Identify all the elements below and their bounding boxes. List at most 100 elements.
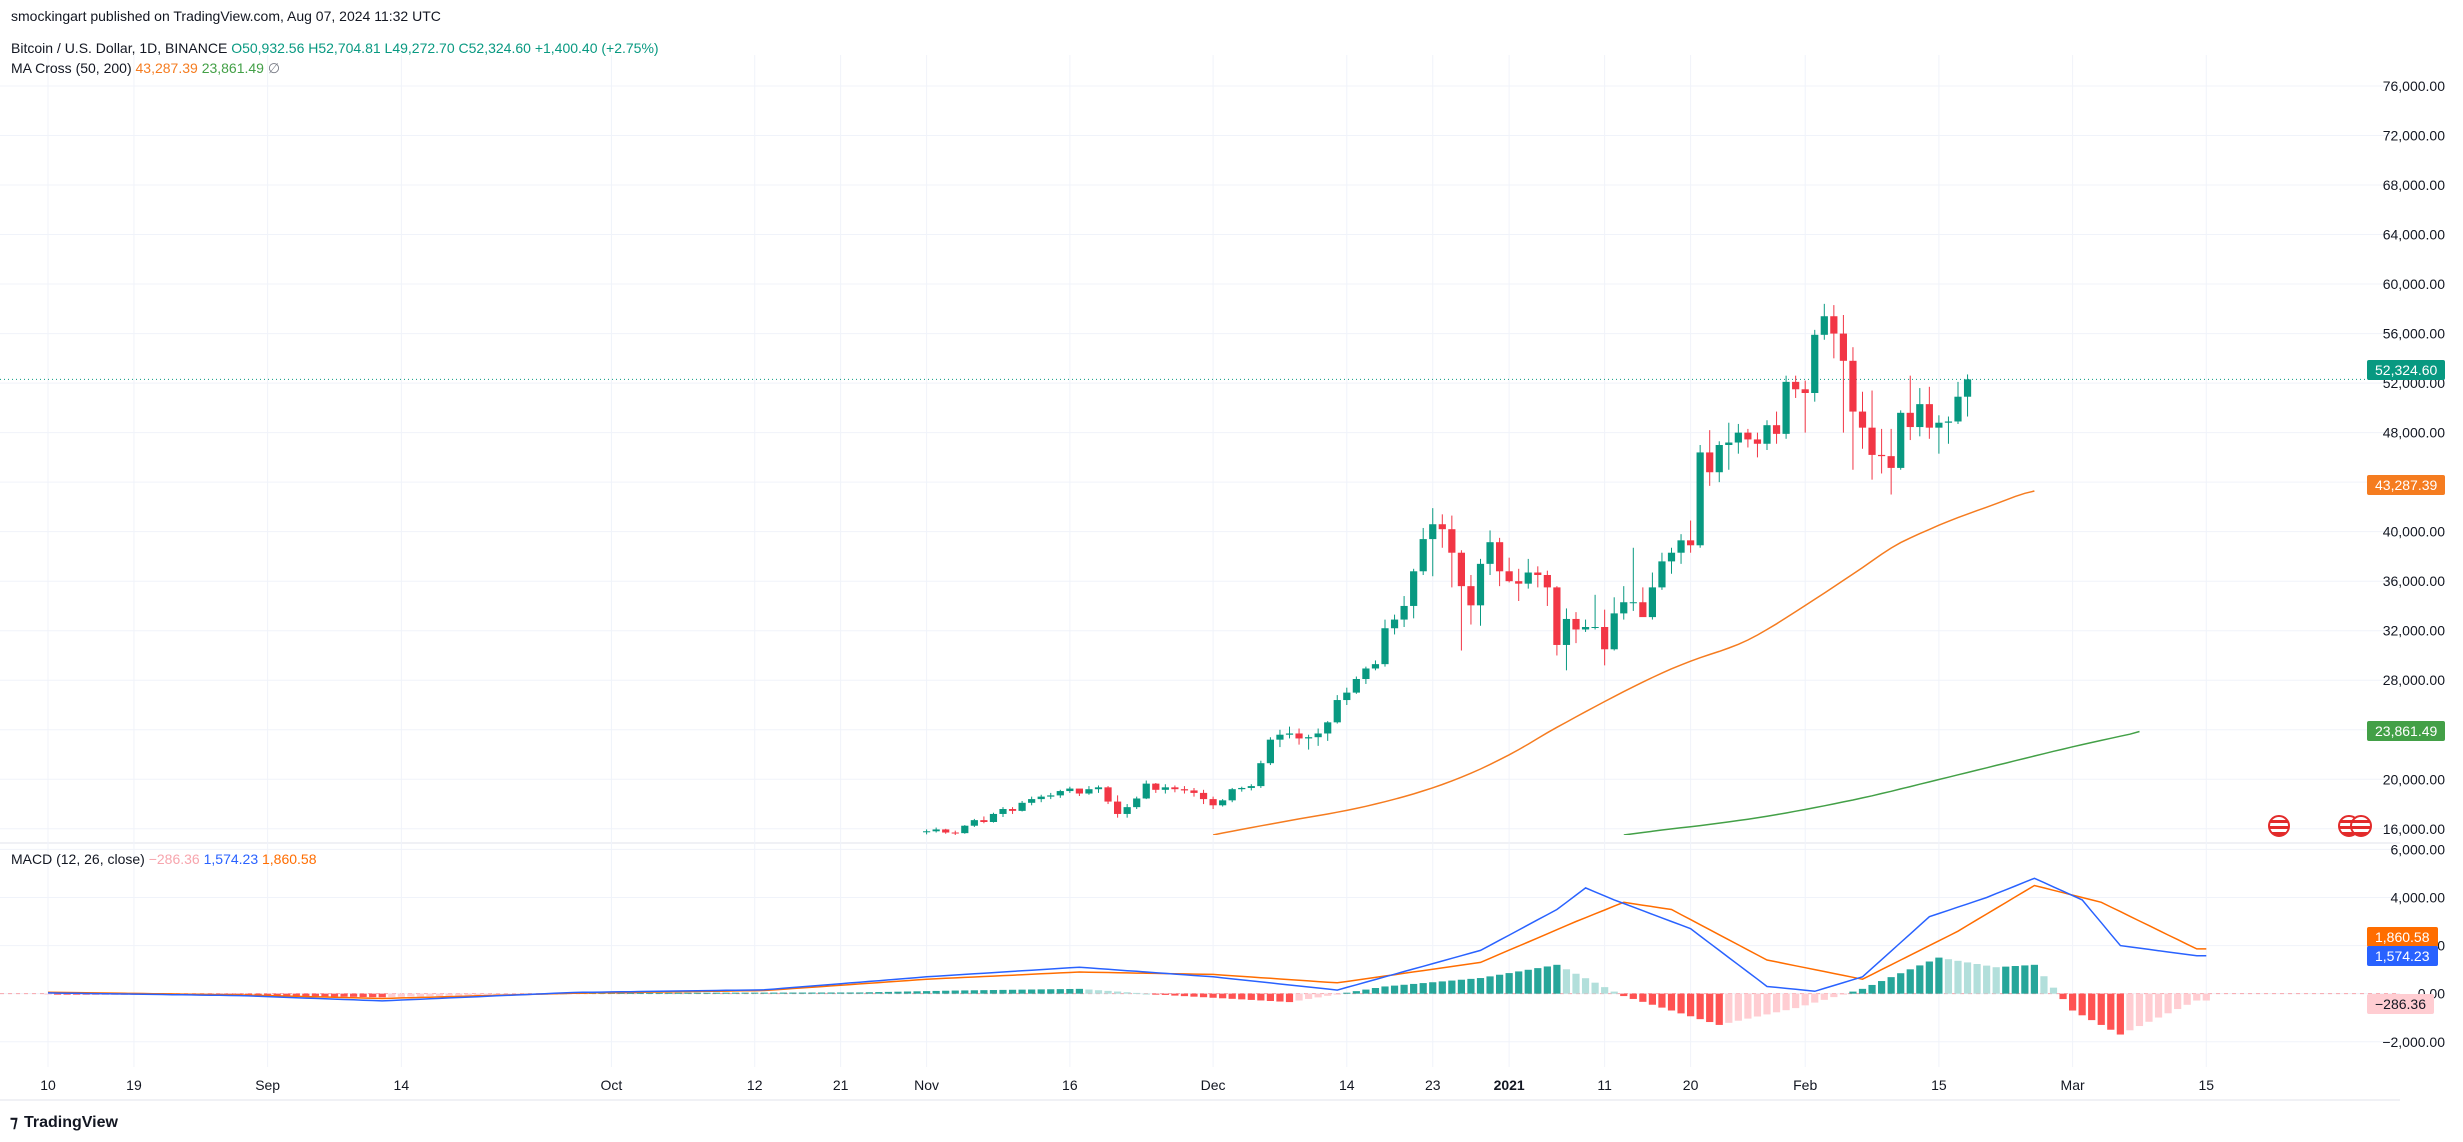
symbol-name[interactable]: Bitcoin / U.S. Dollar, 1D, BINANCE: [11, 40, 228, 56]
price-pane[interactable]: [0, 303, 2400, 835]
candle[interactable]: [1591, 594, 1599, 630]
candle[interactable]: [980, 816, 988, 824]
candle[interactable]: [932, 827, 940, 833]
candle[interactable]: [1801, 380, 1809, 433]
candle[interactable]: [1562, 608, 1571, 671]
candle[interactable]: [1954, 381, 1962, 424]
candle[interactable]: [1553, 586, 1561, 656]
candle[interactable]: [1648, 572, 1656, 620]
candle[interactable]: [1925, 386, 1933, 439]
candle[interactable]: [1524, 558, 1532, 589]
candle[interactable]: [1285, 726, 1294, 739]
candle[interactable]: [1534, 566, 1542, 588]
candle[interactable]: [923, 829, 931, 835]
candle[interactable]: [1763, 420, 1771, 450]
candle[interactable]: [1343, 687, 1351, 705]
candle[interactable]: [1486, 530, 1494, 575]
candle[interactable]: [1104, 786, 1112, 805]
candle[interactable]: [1839, 315, 1847, 433]
candle[interactable]: [1467, 575, 1475, 625]
candle[interactable]: [1687, 520, 1695, 553]
candle[interactable]: [1734, 423, 1742, 454]
us-flag-event-icon[interactable]: [2350, 815, 2372, 837]
candle[interactable]: [1400, 596, 1408, 627]
candle[interactable]: [1849, 347, 1857, 470]
candle[interactable]: [1037, 794, 1045, 803]
candle[interactable]: [1094, 785, 1103, 793]
candle[interactable]: [1152, 783, 1160, 793]
candle[interactable]: [970, 818, 978, 827]
ma-legend[interactable]: MA Cross (50, 200) 43,287.39 23,861.49 ∅: [11, 60, 280, 77]
candle[interactable]: [1066, 786, 1074, 793]
candle[interactable]: [1362, 666, 1370, 684]
candle[interactable]: [1744, 428, 1752, 448]
candle[interactable]: [1878, 428, 1886, 474]
candle[interactable]: [1390, 614, 1399, 635]
candle[interactable]: [1247, 784, 1255, 791]
candle[interactable]: [999, 807, 1007, 818]
candle[interactable]: [1438, 514, 1446, 548]
candle[interactable]: [1266, 737, 1274, 766]
candle[interactable]: [1830, 305, 1838, 359]
candle[interactable]: [1820, 303, 1828, 340]
candle[interactable]: [1276, 729, 1284, 748]
candle[interactable]: [1295, 728, 1303, 745]
candle[interactable]: [1410, 568, 1418, 619]
candle[interactable]: [1018, 800, 1026, 812]
candle[interactable]: [1448, 515, 1456, 588]
candle[interactable]: [1629, 547, 1637, 611]
tradingview-logo[interactable]: ⁊ TradingView: [10, 1112, 118, 1132]
ma-50-line[interactable]: [1212, 490, 2035, 835]
candle[interactable]: [1324, 721, 1332, 741]
ma-label[interactable]: MA Cross (50, 200): [11, 60, 132, 76]
symbol-legend[interactable]: Bitcoin / U.S. Dollar, 1D, BINANCE O50,9…: [11, 40, 659, 56]
candle[interactable]: [1572, 612, 1580, 644]
candle[interactable]: [1047, 792, 1055, 800]
candle[interactable]: [1868, 390, 1876, 480]
candle[interactable]: [1419, 527, 1427, 575]
candle[interactable]: [1667, 547, 1676, 574]
candle[interactable]: [1123, 804, 1131, 818]
candle[interactable]: [1161, 784, 1169, 794]
candle[interactable]: [1658, 552, 1666, 590]
candle[interactable]: [1142, 780, 1150, 800]
candle[interactable]: [1581, 619, 1590, 632]
candle[interactable]: [1610, 597, 1618, 651]
candle[interactable]: [1715, 441, 1723, 483]
candle[interactable]: [1305, 734, 1313, 750]
candle[interactable]: [1906, 375, 1914, 441]
macd-pane[interactable]: [44, 877, 2210, 1035]
candle[interactable]: [1505, 557, 1513, 583]
candle[interactable]: [1228, 787, 1236, 803]
candle[interactable]: [1238, 786, 1246, 792]
candle[interactable]: [1381, 619, 1389, 667]
us-flag-event-icon[interactable]: [2268, 815, 2290, 837]
candle[interactable]: [1515, 568, 1523, 601]
candle[interactable]: [1209, 796, 1217, 809]
candle[interactable]: [1180, 786, 1189, 794]
macd-label[interactable]: MACD (12, 26, close): [11, 851, 145, 867]
candle[interactable]: [1543, 570, 1551, 606]
candle[interactable]: [1782, 375, 1790, 439]
candle[interactable]: [1753, 432, 1762, 458]
candle[interactable]: [1008, 807, 1017, 814]
candle[interactable]: [1496, 537, 1504, 587]
candle[interactable]: [1133, 796, 1141, 809]
candle[interactable]: [1352, 676, 1360, 694]
candle[interactable]: [1056, 789, 1064, 798]
candle[interactable]: [1085, 786, 1093, 795]
macd-legend[interactable]: MACD (12, 26, close) −286.36 1,574.23 1,…: [11, 851, 317, 867]
candle[interactable]: [1429, 508, 1437, 577]
candle[interactable]: [1371, 660, 1380, 671]
candle[interactable]: [1677, 534, 1685, 564]
candle[interactable]: [1601, 609, 1609, 666]
candle[interactable]: [1696, 445, 1704, 548]
candle[interactable]: [1028, 796, 1036, 806]
candle[interactable]: [961, 825, 969, 834]
candle[interactable]: [1887, 428, 1895, 495]
macd-line[interactable]: [47, 877, 2207, 1002]
candle[interactable]: [1257, 760, 1265, 788]
signal-line[interactable]: [47, 884, 2207, 1000]
candle[interactable]: [1935, 415, 1943, 454]
